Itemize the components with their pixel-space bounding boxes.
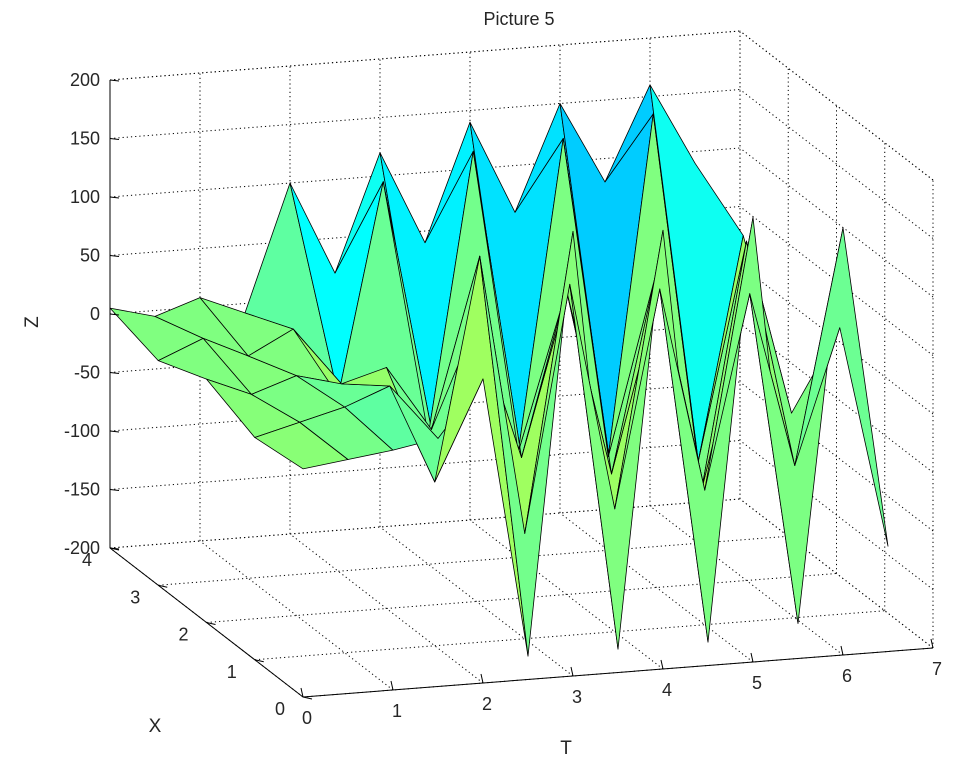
x-tick-mark [158,584,168,588]
z-tick-label: -50 [74,363,100,383]
t-tick-mark [930,638,934,649]
tick-labels: 0 1 2 3 4 5 6 7 0 1 2 3 4 200 150 100 50 0 -50 -100 -150 -200 [64,70,942,728]
z-tick-label: -150 [64,480,100,500]
grid-line-z-back [109,206,741,256]
grid-line-t-floor [649,505,844,656]
grid-line-x-floor [158,535,789,586]
t-tick-label: 1 [392,701,402,721]
grid-line-z-side [739,89,934,239]
z-tick-label: 200 [70,70,100,90]
z-tick-mark [109,138,120,140]
grid-line-z-side [739,147,934,298]
t-axis-label: T [560,738,572,759]
x-tick-mark [206,622,216,625]
grid-line-z-side [739,381,934,532]
grid-line-t-floor [289,533,484,684]
z-axis-label: Z [22,316,43,328]
t-tick-mark [750,652,754,663]
t-tick-mark [390,680,394,691]
grid-line-z-side [739,440,934,590]
x-tick-label: 1 [227,662,237,682]
z-tick-mark [109,430,120,433]
t-tick-label: 4 [662,680,672,700]
grid-line-t-floor [559,512,754,663]
t-tick-label: 2 [482,694,492,714]
grid-line-x-floor [254,610,885,661]
x-tick-label: 3 [130,587,140,607]
t-tick-mark [840,645,844,656]
grid-line-t-floor [379,526,574,677]
t-tick-label: 7 [932,659,942,679]
z-tick-mark [109,255,120,257]
t-axis-line [302,647,934,698]
z-tick-label: -100 [64,421,100,441]
grid-line-z-back [109,440,741,490]
z-tick-label: 100 [70,187,100,207]
x-tick-label: 4 [82,550,92,570]
x-tick-label: 0 [275,699,285,719]
t-tick-mark [300,687,304,698]
z-tick-mark [109,547,120,550]
x-tick-mark [302,696,313,700]
chart-title: Picture 5 [483,9,554,29]
t-tick-mark [570,666,574,677]
z-tick-label: -200 [64,538,100,558]
t-tick-mark [660,659,664,670]
t-tick-mark [480,673,484,684]
surface-mesh [109,84,889,657]
grid-line-t-floor [469,519,664,670]
t-tick-label: 3 [572,687,582,707]
x-axis-label: X [149,716,162,737]
z-tick-mark [109,313,120,316]
grid-line-z-side [739,264,934,415]
box-edge-top-right [739,30,934,181]
t-tick-label: 0 [302,708,312,728]
grid-line-t-floor [199,540,394,691]
axes [109,79,934,700]
grid-line-z-back [109,89,741,139]
z-tick-mark [109,196,120,199]
grid-line-x-floor [109,498,741,549]
box-edge-top-back [109,30,741,81]
z-tick-mark [109,489,120,491]
z-tick-label: 150 [70,129,100,149]
grid-line-z-back [109,147,741,198]
x-tick-mark [254,659,264,663]
t-tick-label: 5 [752,673,762,693]
surface-patch [794,227,889,547]
z-tick-mark [109,372,120,374]
z-tick-label: 0 [90,304,100,324]
grid-line-z-side [739,323,934,473]
t-tick-label: 6 [842,666,852,686]
z-tick-label: 50 [80,246,100,266]
x-tick-label: 2 [178,625,188,645]
z-tick-mark [109,79,120,82]
